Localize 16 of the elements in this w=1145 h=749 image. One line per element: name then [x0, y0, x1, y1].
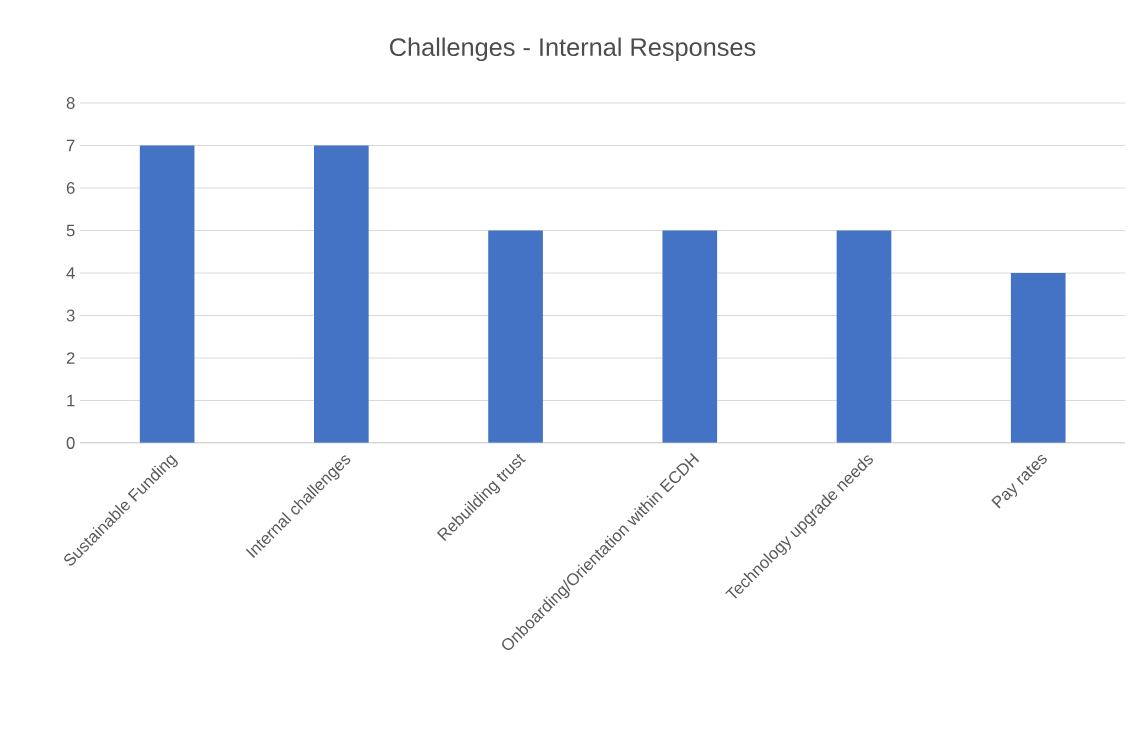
bar	[314, 145, 369, 443]
bar	[1010, 272, 1066, 443]
y-tick-label: 6	[66, 182, 75, 194]
y-tick-label: 3	[66, 309, 75, 322]
bar	[836, 230, 892, 443]
chart-title: Challenges - Internal Responses	[390, 37, 756, 62]
y-tick-label: 8	[66, 97, 75, 109]
y-tick-label: 4	[66, 267, 75, 279]
bar	[662, 230, 718, 443]
y-tick-label: 7	[66, 139, 75, 152]
y-tick-label: 1	[67, 394, 75, 407]
y-tick-label: 0	[66, 437, 75, 449]
bar	[139, 145, 195, 443]
y-tick-label: 5	[66, 224, 75, 237]
bar	[488, 230, 543, 443]
y-tick-label: 2	[66, 352, 75, 364]
